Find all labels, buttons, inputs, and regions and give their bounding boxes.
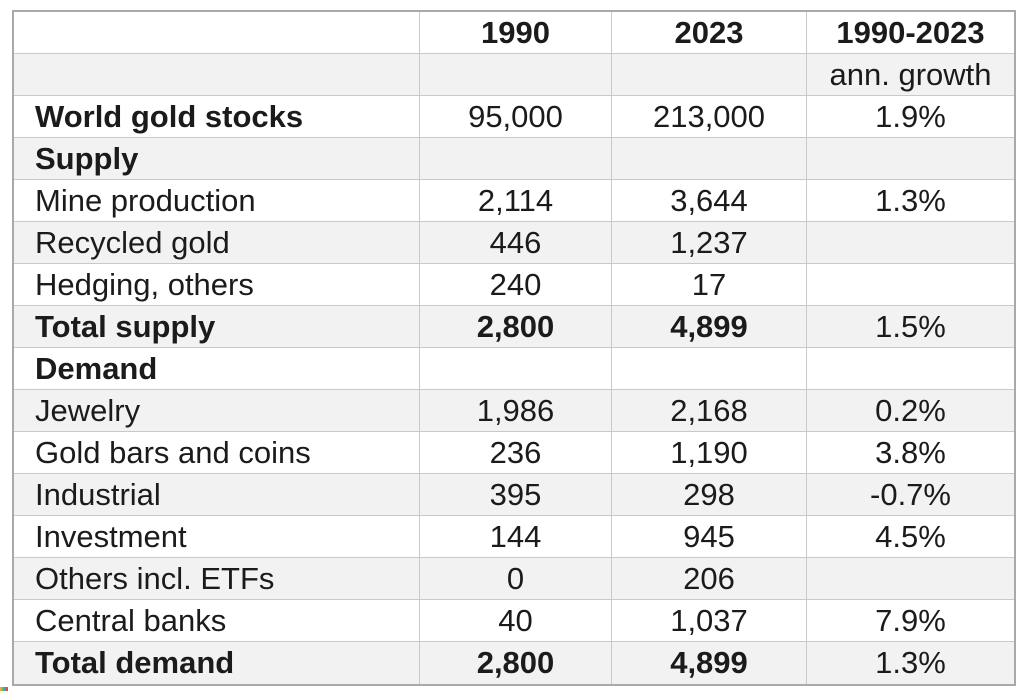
- table-row-supply-section: Supply: [14, 138, 1014, 180]
- table-row-investment: Investment 144 945 4.5%: [14, 516, 1014, 558]
- value-2023: 945: [612, 516, 807, 557]
- row-label: Recycled gold: [14, 222, 420, 263]
- header-1990-2023: 1990-2023: [836, 14, 985, 50]
- table-row-hedging-others: Hedging, others 240 17: [14, 264, 1014, 306]
- value-2023: 3,644: [612, 180, 807, 221]
- row-label: Jewelry: [14, 390, 420, 431]
- value-2023: 17: [612, 264, 807, 305]
- value-2023: [612, 348, 807, 389]
- row-label: Gold bars and coins: [14, 432, 420, 473]
- value-2023: 2,168: [612, 390, 807, 431]
- value-2023: 213,000: [612, 96, 807, 137]
- row-label: Central banks: [14, 600, 420, 641]
- value-2023: 298: [612, 474, 807, 515]
- table-row-gold-bars-and-coins: Gold bars and coins 236 1,190 3.8%: [14, 432, 1014, 474]
- value-1990: [420, 138, 612, 179]
- table-row-world-gold-stocks: World gold stocks 95,000 213,000 1.9%: [14, 96, 1014, 138]
- header-2023: 2023: [612, 12, 807, 53]
- subheader-ann-growth: ann. growth: [829, 56, 992, 92]
- value-1990: 2,800: [420, 642, 612, 684]
- value-1990: [420, 348, 612, 389]
- row-label: Industrial: [14, 474, 420, 515]
- table-row-jewelry: Jewelry 1,986 2,168 0.2%: [14, 390, 1014, 432]
- corner-watermark-artifact: [0, 687, 8, 691]
- row-label: Others incl. ETFs: [14, 558, 420, 599]
- table-row-others-incl-etfs: Others incl. ETFs 0 206: [14, 558, 1014, 600]
- value-2023: 4,899: [612, 306, 807, 347]
- table-row-demand-section: Demand: [14, 348, 1014, 390]
- value-2023: 206: [612, 558, 807, 599]
- subheader-blank: [420, 54, 612, 95]
- value-growth: 3.8%: [875, 434, 946, 470]
- value-growth: 0.2%: [875, 392, 946, 428]
- table-row-recycled-gold: Recycled gold 446 1,237: [14, 222, 1014, 264]
- value-2023: [612, 138, 807, 179]
- value-growth: [807, 348, 1014, 389]
- value-growth: -0.7%: [870, 476, 951, 512]
- value-growth: 1.3%: [875, 645, 946, 680]
- value-1990: 446: [420, 222, 612, 263]
- value-growth: 1.3%: [875, 182, 946, 218]
- value-1990: 240: [420, 264, 612, 305]
- value-growth: [807, 264, 1014, 305]
- value-growth: 7.9%: [875, 602, 946, 638]
- table-subheader-row: ann. growth: [14, 54, 1014, 96]
- value-2023: 1,237: [612, 222, 807, 263]
- row-label: Demand: [14, 348, 420, 389]
- subheader-blank: [14, 54, 420, 95]
- subheader-blank: [612, 54, 807, 95]
- value-1990: 236: [420, 432, 612, 473]
- row-label: Total supply: [14, 306, 420, 347]
- row-label: World gold stocks: [14, 96, 420, 137]
- value-growth: 1.9%: [875, 98, 946, 134]
- value-growth: [807, 222, 1014, 263]
- table-header-row: 1990 2023 1990-2023: [14, 12, 1014, 54]
- row-label: Investment: [14, 516, 420, 557]
- value-1990: 2,800: [420, 306, 612, 347]
- value-2023: 4,899: [612, 642, 807, 684]
- row-label: Mine production: [14, 180, 420, 221]
- value-1990: 144: [420, 516, 612, 557]
- table-row-total-demand: Total demand 2,800 4,899 1.3%: [14, 642, 1014, 684]
- value-2023: 1,190: [612, 432, 807, 473]
- value-growth: [807, 558, 1014, 599]
- table-row-central-banks: Central banks 40 1,037 7.9%: [14, 600, 1014, 642]
- header-1990: 1990: [420, 12, 612, 53]
- value-2023: 1,037: [612, 600, 807, 641]
- value-growth: 4.5%: [875, 518, 946, 554]
- table-row-mine-production: Mine production 2,114 3,644 1.3%: [14, 180, 1014, 222]
- value-growth: 1.5%: [875, 308, 946, 344]
- gold-supply-demand-table: 1990 2023 1990-2023 ann. growth World go…: [12, 10, 1016, 686]
- value-1990: 40: [420, 600, 612, 641]
- value-growth: [807, 138, 1014, 179]
- table-row-total-supply: Total supply 2,800 4,899 1.5%: [14, 306, 1014, 348]
- value-1990: 1,986: [420, 390, 612, 431]
- value-1990: 2,114: [420, 180, 612, 221]
- value-1990: 0: [420, 558, 612, 599]
- header-blank: [14, 12, 420, 53]
- row-label: Supply: [14, 138, 420, 179]
- table-row-industrial: Industrial 395 298 -0.7%: [14, 474, 1014, 516]
- row-label: Hedging, others: [14, 264, 420, 305]
- value-1990: 95,000: [420, 96, 612, 137]
- value-1990: 395: [420, 474, 612, 515]
- row-label: Total demand: [14, 642, 420, 684]
